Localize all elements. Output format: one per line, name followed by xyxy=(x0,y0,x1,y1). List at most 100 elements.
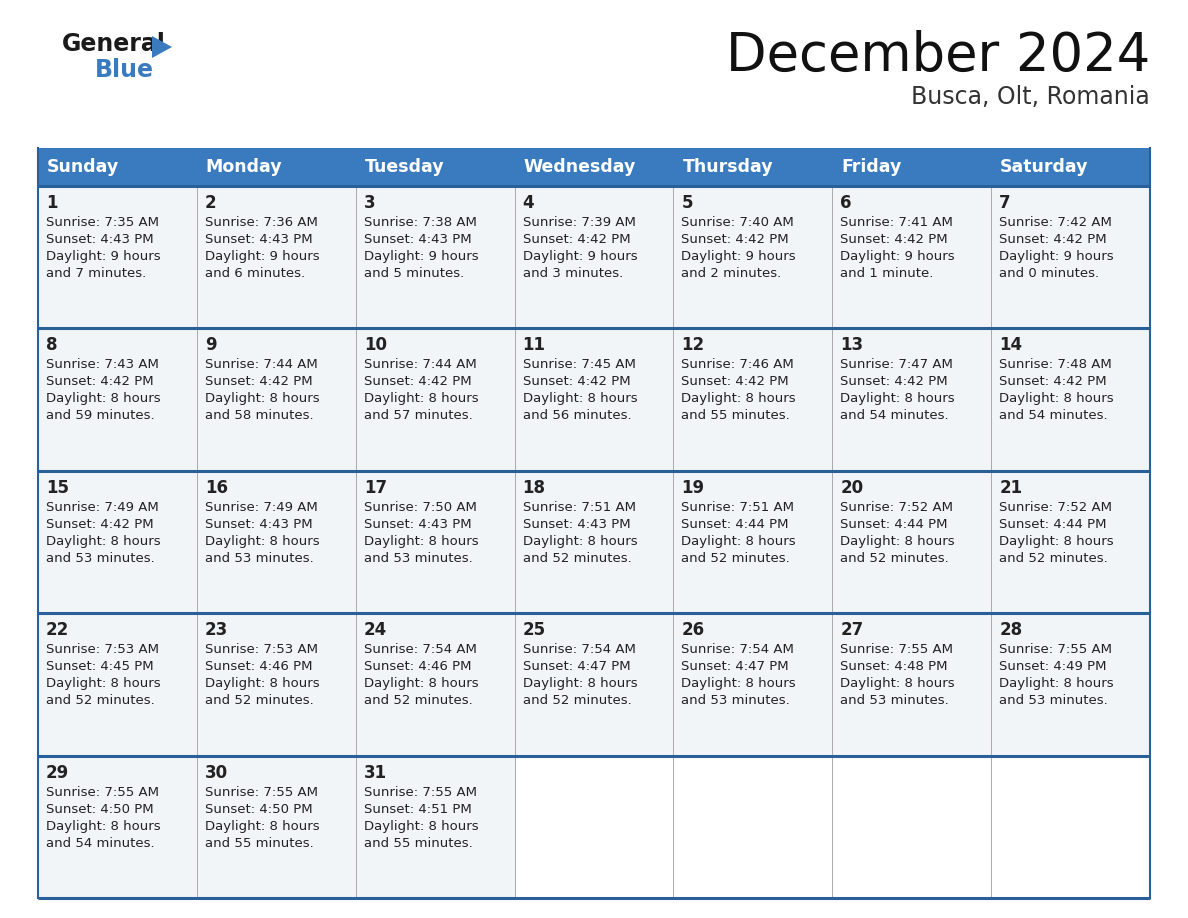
Bar xyxy=(38,756,197,898)
Text: Sunrise: 7:43 AM: Sunrise: 7:43 AM xyxy=(46,358,159,372)
Text: Sunset: 4:42 PM: Sunset: 4:42 PM xyxy=(682,375,789,388)
Text: Sunrise: 7:50 AM: Sunrise: 7:50 AM xyxy=(364,501,476,514)
Text: Daylight: 8 hours: Daylight: 8 hours xyxy=(46,677,160,690)
Text: 5: 5 xyxy=(682,194,693,212)
Bar xyxy=(355,186,514,329)
Text: Daylight: 8 hours: Daylight: 8 hours xyxy=(46,392,160,406)
Bar xyxy=(514,756,674,898)
Text: December 2024: December 2024 xyxy=(726,30,1150,82)
Text: 1: 1 xyxy=(46,194,57,212)
Text: Sunset: 4:42 PM: Sunset: 4:42 PM xyxy=(523,375,630,388)
Bar xyxy=(674,756,833,898)
Bar xyxy=(38,148,197,186)
Text: Sunset: 4:46 PM: Sunset: 4:46 PM xyxy=(364,660,472,673)
Text: 2: 2 xyxy=(204,194,216,212)
Bar xyxy=(833,186,991,329)
Bar xyxy=(514,613,674,756)
Text: Daylight: 8 hours: Daylight: 8 hours xyxy=(682,535,796,548)
Text: Sunrise: 7:52 AM: Sunrise: 7:52 AM xyxy=(840,501,953,514)
Text: Daylight: 9 hours: Daylight: 9 hours xyxy=(204,250,320,263)
Text: 20: 20 xyxy=(840,479,864,497)
Text: 27: 27 xyxy=(840,621,864,639)
Text: 28: 28 xyxy=(999,621,1022,639)
Text: 31: 31 xyxy=(364,764,387,781)
Text: Daylight: 9 hours: Daylight: 9 hours xyxy=(46,250,160,263)
Text: 21: 21 xyxy=(999,479,1022,497)
Text: Sunset: 4:51 PM: Sunset: 4:51 PM xyxy=(364,802,472,815)
Text: Sunset: 4:42 PM: Sunset: 4:42 PM xyxy=(46,518,153,531)
Bar xyxy=(833,613,991,756)
Text: Sunrise: 7:46 AM: Sunrise: 7:46 AM xyxy=(682,358,795,372)
Bar xyxy=(833,756,991,898)
Text: Sunset: 4:43 PM: Sunset: 4:43 PM xyxy=(364,518,472,531)
Text: and 52 minutes.: and 52 minutes. xyxy=(999,552,1108,565)
Text: Sunrise: 7:49 AM: Sunrise: 7:49 AM xyxy=(204,501,317,514)
Text: Sunday: Sunday xyxy=(48,158,119,176)
Text: and 7 minutes.: and 7 minutes. xyxy=(46,267,146,280)
Text: 15: 15 xyxy=(46,479,69,497)
Text: Daylight: 9 hours: Daylight: 9 hours xyxy=(682,250,796,263)
Text: and 53 minutes.: and 53 minutes. xyxy=(999,694,1108,707)
Text: Sunset: 4:43 PM: Sunset: 4:43 PM xyxy=(523,518,630,531)
Text: Sunset: 4:50 PM: Sunset: 4:50 PM xyxy=(46,802,153,815)
Text: Sunrise: 7:55 AM: Sunrise: 7:55 AM xyxy=(46,786,159,799)
Text: Sunset: 4:44 PM: Sunset: 4:44 PM xyxy=(682,518,789,531)
Text: Sunset: 4:44 PM: Sunset: 4:44 PM xyxy=(999,518,1107,531)
Bar xyxy=(197,329,355,471)
Text: and 53 minutes.: and 53 minutes. xyxy=(204,552,314,565)
Text: Sunset: 4:47 PM: Sunset: 4:47 PM xyxy=(682,660,789,673)
Text: Daylight: 8 hours: Daylight: 8 hours xyxy=(682,677,796,690)
Text: Busca, Olt, Romania: Busca, Olt, Romania xyxy=(911,85,1150,109)
Text: Daylight: 8 hours: Daylight: 8 hours xyxy=(364,392,479,406)
Bar xyxy=(991,613,1150,756)
Text: 29: 29 xyxy=(46,764,69,781)
Text: Sunrise: 7:55 AM: Sunrise: 7:55 AM xyxy=(999,644,1112,656)
Text: and 55 minutes.: and 55 minutes. xyxy=(204,836,314,849)
Text: Sunrise: 7:55 AM: Sunrise: 7:55 AM xyxy=(204,786,318,799)
Text: 24: 24 xyxy=(364,621,387,639)
Text: 3: 3 xyxy=(364,194,375,212)
Text: 11: 11 xyxy=(523,336,545,354)
Text: Sunset: 4:47 PM: Sunset: 4:47 PM xyxy=(523,660,630,673)
Text: Daylight: 8 hours: Daylight: 8 hours xyxy=(364,535,479,548)
Text: Sunrise: 7:39 AM: Sunrise: 7:39 AM xyxy=(523,216,636,229)
Text: Sunset: 4:42 PM: Sunset: 4:42 PM xyxy=(682,233,789,246)
Text: Daylight: 8 hours: Daylight: 8 hours xyxy=(204,535,320,548)
Text: 4: 4 xyxy=(523,194,535,212)
Text: Sunrise: 7:41 AM: Sunrise: 7:41 AM xyxy=(840,216,953,229)
Text: Daylight: 8 hours: Daylight: 8 hours xyxy=(840,535,955,548)
Text: Daylight: 9 hours: Daylight: 9 hours xyxy=(999,250,1114,263)
Text: 25: 25 xyxy=(523,621,545,639)
Bar xyxy=(197,613,355,756)
Bar xyxy=(355,613,514,756)
Text: Sunrise: 7:51 AM: Sunrise: 7:51 AM xyxy=(682,501,795,514)
Bar xyxy=(514,329,674,471)
Text: Sunrise: 7:47 AM: Sunrise: 7:47 AM xyxy=(840,358,953,372)
Text: Daylight: 8 hours: Daylight: 8 hours xyxy=(46,820,160,833)
Text: and 6 minutes.: and 6 minutes. xyxy=(204,267,305,280)
Text: Daylight: 8 hours: Daylight: 8 hours xyxy=(364,820,479,833)
Bar xyxy=(674,329,833,471)
Text: Sunrise: 7:40 AM: Sunrise: 7:40 AM xyxy=(682,216,795,229)
Text: Sunset: 4:45 PM: Sunset: 4:45 PM xyxy=(46,660,153,673)
Text: and 52 minutes.: and 52 minutes. xyxy=(46,694,154,707)
Bar xyxy=(355,756,514,898)
Text: Blue: Blue xyxy=(95,58,154,82)
Text: and 52 minutes.: and 52 minutes. xyxy=(523,552,631,565)
Bar xyxy=(355,471,514,613)
Text: 9: 9 xyxy=(204,336,216,354)
Text: Tuesday: Tuesday xyxy=(365,158,444,176)
Text: Daylight: 9 hours: Daylight: 9 hours xyxy=(523,250,637,263)
Text: Monday: Monday xyxy=(206,158,283,176)
Text: Daylight: 8 hours: Daylight: 8 hours xyxy=(682,392,796,406)
Text: Sunrise: 7:38 AM: Sunrise: 7:38 AM xyxy=(364,216,476,229)
Text: Sunset: 4:42 PM: Sunset: 4:42 PM xyxy=(999,375,1107,388)
Text: Sunset: 4:43 PM: Sunset: 4:43 PM xyxy=(204,233,312,246)
Bar xyxy=(674,186,833,329)
Bar xyxy=(38,329,197,471)
Text: Sunset: 4:44 PM: Sunset: 4:44 PM xyxy=(840,518,948,531)
Text: Sunset: 4:43 PM: Sunset: 4:43 PM xyxy=(46,233,153,246)
Text: Sunrise: 7:45 AM: Sunrise: 7:45 AM xyxy=(523,358,636,372)
Text: and 52 minutes.: and 52 minutes. xyxy=(204,694,314,707)
Bar xyxy=(197,148,355,186)
